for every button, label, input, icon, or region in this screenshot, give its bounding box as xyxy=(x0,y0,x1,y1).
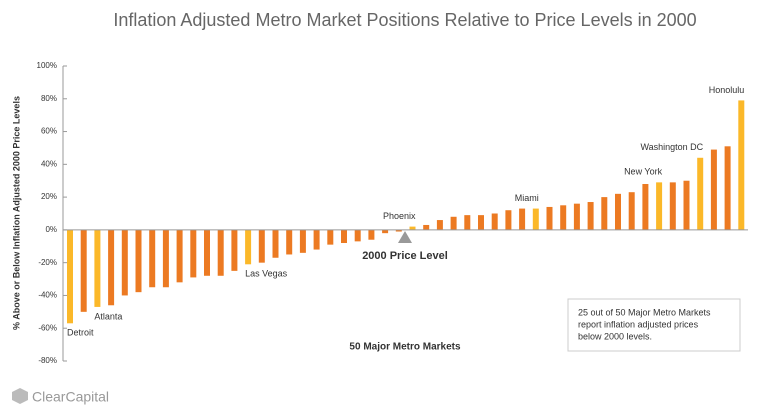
bar xyxy=(135,229,142,293)
bar xyxy=(628,192,635,230)
bar xyxy=(354,229,361,242)
bar xyxy=(217,229,224,276)
bar xyxy=(615,193,621,230)
reference-marker xyxy=(398,231,412,243)
bar xyxy=(491,213,498,230)
bar xyxy=(724,146,731,230)
bar xyxy=(436,220,443,230)
bar xyxy=(313,229,320,250)
bar xyxy=(738,100,745,230)
bar xyxy=(683,180,690,230)
bar xyxy=(108,229,115,306)
bar xyxy=(409,226,416,230)
bar xyxy=(478,215,484,230)
bar xyxy=(505,210,512,230)
bar xyxy=(176,229,183,283)
bar xyxy=(341,229,347,243)
bar xyxy=(204,229,210,276)
y-tick-label: -20% xyxy=(38,258,57,267)
bar xyxy=(299,229,306,253)
bar xyxy=(697,157,704,230)
y-tick-label: 20% xyxy=(41,192,57,201)
bar xyxy=(382,229,389,234)
bar xyxy=(532,208,539,230)
bar xyxy=(587,202,594,230)
y-tick-label: 100% xyxy=(37,61,57,70)
note-line: 25 out of 50 Major Metro Markets xyxy=(578,307,711,317)
y-tick-label: 40% xyxy=(41,159,57,168)
bar xyxy=(286,229,293,255)
category-label: Phoenix xyxy=(383,211,416,221)
category-label: Detroit xyxy=(67,328,94,338)
category-label: Atlanta xyxy=(94,311,122,321)
bar xyxy=(656,182,663,230)
brand: ClearCapital xyxy=(32,389,109,405)
y-tick-label: 0% xyxy=(45,225,57,234)
category-label: Honolulu xyxy=(709,85,745,95)
bar xyxy=(423,224,430,230)
note-box xyxy=(567,298,741,352)
bar xyxy=(94,229,101,307)
bar xyxy=(231,229,238,271)
bar xyxy=(546,206,553,230)
bar xyxy=(272,229,279,258)
bar xyxy=(395,229,402,232)
bar xyxy=(560,205,567,230)
bar xyxy=(67,229,73,324)
bar xyxy=(573,203,580,230)
bar xyxy=(642,184,649,230)
bar xyxy=(601,197,608,230)
bar xyxy=(669,182,676,230)
y-tick-label: 60% xyxy=(41,127,57,136)
bar xyxy=(368,229,375,240)
note-line: below 2000 levels. xyxy=(578,331,652,341)
logo-icon xyxy=(12,388,28,404)
x-axis-label: 50 Major Metro Markets xyxy=(349,342,461,353)
category-label: Las Vegas xyxy=(245,269,288,279)
y-tick-label: 80% xyxy=(41,94,57,103)
bar xyxy=(519,208,526,230)
bar xyxy=(121,229,128,296)
bar xyxy=(162,229,169,288)
bar xyxy=(327,229,334,245)
y-axis-label: % Above or Below Inflation Adjusted 2000… xyxy=(11,96,21,330)
logo: ClearCapital xyxy=(12,388,109,405)
bar xyxy=(450,216,457,230)
chart-title: Inflation Adjusted Metro Market Position… xyxy=(113,10,696,30)
bar xyxy=(190,229,197,278)
bar xyxy=(710,149,717,230)
bar xyxy=(464,215,471,230)
bar xyxy=(80,229,87,312)
bar xyxy=(149,229,156,288)
category-label: New York xyxy=(624,167,663,177)
y-tick-label: -40% xyxy=(38,291,57,300)
bar xyxy=(258,229,265,263)
bar xyxy=(245,229,252,265)
y-tick-label: -60% xyxy=(38,323,57,332)
note-line: report inflation adjusted prices xyxy=(578,319,699,329)
y-tick-label: -80% xyxy=(38,356,57,365)
category-label: Miami xyxy=(515,193,539,203)
category-label: Washington DC xyxy=(640,142,703,152)
reference-label: 2000 Price Level xyxy=(362,250,448,262)
